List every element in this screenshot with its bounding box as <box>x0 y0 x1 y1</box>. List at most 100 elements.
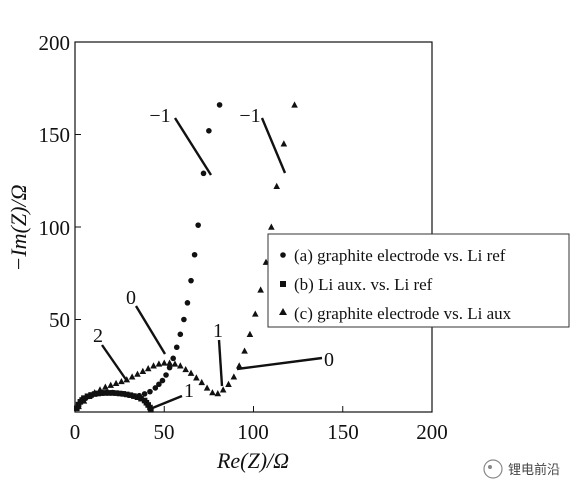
series-0-point <box>152 385 159 391</box>
series-2-point <box>107 381 114 388</box>
plot-frame <box>74 41 433 413</box>
series-2-point <box>177 362 184 369</box>
series-2-point <box>139 367 147 374</box>
legend-entry: (b) Li aux. vs. Li ref <box>294 275 433 294</box>
series-2-point <box>203 384 211 391</box>
y-tick-label: 50 <box>49 308 70 332</box>
annotation-label: 2 <box>93 325 103 347</box>
series-2-point <box>166 359 173 366</box>
series-2-point <box>171 360 179 367</box>
legend-marker-triangle <box>279 308 287 315</box>
watermark-logo-dot <box>488 465 492 469</box>
series-2-point <box>257 286 264 293</box>
series-2-point <box>241 347 248 354</box>
series-1-point <box>134 394 141 400</box>
series-1-point <box>138 395 144 402</box>
series-2-point <box>128 373 136 380</box>
series-0-point <box>195 222 201 228</box>
series-2-point <box>280 140 288 147</box>
series-0-point <box>181 316 187 323</box>
leader-line <box>134 305 167 355</box>
series-2-point <box>268 223 275 230</box>
series-2-point <box>187 369 195 376</box>
leader-line <box>173 117 213 176</box>
series-1-point <box>109 390 116 396</box>
y-tick-label: 100 <box>39 216 71 240</box>
series-2-point <box>251 310 259 317</box>
legend-marker-square <box>280 281 286 287</box>
series-0-point <box>170 355 176 362</box>
series-2-point <box>118 377 125 385</box>
watermark-logo-icon <box>483 459 503 479</box>
legend-entry: (c) graphite electrode vs. Li aux <box>294 304 512 323</box>
annotation-label: 0 <box>324 349 334 371</box>
series-0-point <box>200 170 207 177</box>
series-2-point <box>246 330 254 337</box>
legend: (a) graphite electrode vs. Li ref (b) Li… <box>267 233 570 328</box>
series-0-point <box>191 251 198 258</box>
series-2-point <box>144 365 152 372</box>
watermark: 锂电前沿 <box>483 459 560 479</box>
annotation-label: 1 <box>213 320 223 342</box>
annotation-label: −1 <box>149 105 170 127</box>
series-2-point <box>96 386 104 393</box>
series-0-point <box>184 300 191 306</box>
series-0-point <box>177 331 184 338</box>
annotation-label: 0 <box>126 287 136 309</box>
series-2-point <box>209 389 216 396</box>
series-2-point <box>75 402 82 410</box>
data-points <box>73 101 298 413</box>
x-tick-label: 0 <box>70 420 81 444</box>
series-1-point <box>88 392 94 398</box>
series-2-point <box>80 397 88 404</box>
series-2-point <box>225 380 232 387</box>
series-2-point <box>91 389 98 396</box>
series-2-point <box>182 365 189 373</box>
series-0-point <box>147 388 153 395</box>
series-1-point <box>127 392 134 398</box>
x-tick-label: 200 <box>416 420 448 444</box>
series-0-point <box>216 102 223 108</box>
series-2-point <box>193 374 200 381</box>
series-1-point <box>95 390 102 397</box>
series-1-point <box>113 390 119 396</box>
series-2-point <box>214 390 222 397</box>
series-2-point <box>160 359 168 366</box>
y-axis-title: −Im(Z)/Ω <box>6 184 31 271</box>
series-0-point <box>166 364 173 371</box>
legend-box <box>267 233 570 328</box>
series-2-point <box>155 360 163 367</box>
series-2-point <box>112 379 120 387</box>
series-0-point <box>173 344 180 351</box>
series-1-point <box>120 391 126 397</box>
x-tick-label: 50 <box>154 420 175 444</box>
series-2-point <box>150 362 157 369</box>
series-2-point <box>291 101 298 108</box>
legend-entry: (a) graphite electrode vs. Li ref <box>294 246 506 265</box>
series-2-point <box>134 370 141 377</box>
leader-line <box>101 344 128 382</box>
annotation-label: −1 <box>239 105 260 127</box>
series-2-point <box>85 392 93 399</box>
leader-line <box>149 394 183 411</box>
series-2-point <box>273 182 281 189</box>
series-1-point <box>106 390 112 396</box>
series-1-point <box>98 390 105 396</box>
legend-marker-circle <box>280 252 286 258</box>
y-tick-label: 200 <box>39 31 71 55</box>
series-1-point <box>123 391 130 398</box>
axis-ticks <box>74 41 433 413</box>
watermark-text: 锂电前沿 <box>508 462 560 478</box>
annotation-label: 1 <box>184 380 194 402</box>
series-1-point <box>131 393 137 399</box>
y-tick-label: 150 <box>39 123 71 147</box>
series-2-point <box>198 378 206 386</box>
series-0-point <box>156 381 162 388</box>
series-0-point <box>163 372 169 378</box>
x-axis-title: Re(Z)/Ω <box>216 448 289 473</box>
series-0-point <box>188 277 194 284</box>
series-0-point <box>159 377 166 384</box>
series-1-point <box>102 390 109 396</box>
series-2-point <box>102 383 109 390</box>
